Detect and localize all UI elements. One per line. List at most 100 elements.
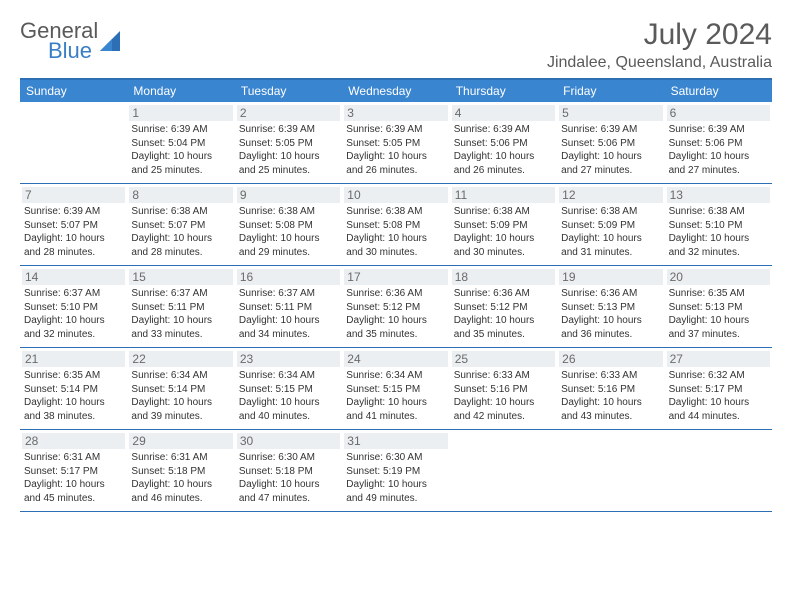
day-number: 18 [452, 269, 555, 285]
day-info: Sunrise: 6:38 AMSunset: 5:10 PMDaylight:… [669, 205, 768, 259]
day-info: Sunrise: 6:30 AMSunset: 5:19 PMDaylight:… [346, 451, 445, 505]
header: General Blue July 2024 Jindalee, Queensl… [20, 18, 772, 72]
day-cell [665, 430, 772, 511]
day-number: 7 [22, 187, 125, 203]
day-info: Sunrise: 6:39 AMSunset: 5:06 PMDaylight:… [561, 123, 660, 177]
day-cell [557, 430, 664, 511]
day-info: Sunrise: 6:33 AMSunset: 5:16 PMDaylight:… [454, 369, 553, 423]
day-number: 23 [237, 351, 340, 367]
day-cell: 2 Sunrise: 6:39 AMSunset: 5:05 PMDaylight… [235, 102, 342, 183]
day-cell [450, 430, 557, 511]
day-number: 24 [344, 351, 447, 367]
weekday-row: SundayMondayTuesdayWednesdayThursdayFrid… [20, 80, 772, 102]
day-info: Sunrise: 6:38 AMSunset: 5:09 PMDaylight:… [454, 205, 553, 259]
day-cell: 13Sunrise: 6:38 AMSunset: 5:10 PMDayligh… [665, 184, 772, 265]
logo-sail-icon [98, 29, 126, 55]
day-cell: 5 Sunrise: 6:39 AMSunset: 5:06 PMDaylight… [557, 102, 664, 183]
day-info: Sunrise: 6:39 AMSunset: 5:05 PMDaylight:… [239, 123, 338, 177]
day-number: 12 [559, 187, 662, 203]
day-info: Sunrise: 6:39 AMSunset: 5:05 PMDaylight:… [346, 123, 445, 177]
day-number: 30 [237, 433, 340, 449]
day-number: 2 [237, 105, 340, 121]
weekday-header: Saturday [665, 80, 772, 102]
day-cell: 17 Sunrise: 6:36 AMSunset: 5:12 PMDayligh… [342, 266, 449, 347]
location: Jindalee, Queensland, Australia [547, 54, 772, 72]
day-info: Sunrise: 6:38 AMSunset: 5:07 PMDaylight:… [131, 205, 230, 259]
day-number: 9 [237, 187, 340, 203]
day-cell [20, 102, 127, 183]
day-cell: 11Sunrise: 6:38 AMSunset: 5:09 PMDayligh… [450, 184, 557, 265]
day-number: 19 [559, 269, 662, 285]
day-info: Sunrise: 6:39 AMSunset: 5:06 PMDaylight:… [669, 123, 768, 177]
day-info: Sunrise: 6:31 AMSunset: 5:18 PMDaylight:… [131, 451, 230, 505]
day-cell: 18 Sunrise: 6:36 AMSunset: 5:12 PMDayligh… [450, 266, 557, 347]
day-info: Sunrise: 6:37 AMSunset: 5:10 PMDaylight:… [24, 287, 123, 341]
title-block: July 2024 Jindalee, Queensland, Australi… [547, 18, 772, 72]
day-cell: 23Sunrise: 6:34 AMSunset: 5:15 PMDayligh… [235, 348, 342, 429]
day-info: Sunrise: 6:31 AMSunset: 5:17 PMDaylight:… [24, 451, 123, 505]
day-number: 17 [344, 269, 447, 285]
day-info: Sunrise: 6:38 AMSunset: 5:08 PMDaylight:… [239, 205, 338, 259]
week-row: 28 Sunrise: 6:31 AMSunset: 5:17 PMDayligh… [20, 430, 772, 512]
day-number: 5 [559, 105, 662, 121]
day-cell: 3Sunrise: 6:39 AMSunset: 5:05 PMDaylight… [342, 102, 449, 183]
day-info: Sunrise: 6:35 AMSunset: 5:13 PMDaylight:… [669, 287, 768, 341]
day-info: Sunrise: 6:38 AMSunset: 5:09 PMDaylight:… [561, 205, 660, 259]
day-cell: 6 Sunrise: 6:39 AMSunset: 5:06 PMDaylight… [665, 102, 772, 183]
day-info: Sunrise: 6:34 AMSunset: 5:15 PMDaylight:… [346, 369, 445, 423]
calendar: SundayMondayTuesdayWednesdayThursdayFrid… [20, 78, 772, 512]
day-cell: 30Sunrise: 6:30 AMSunset: 5:18 PMDayligh… [235, 430, 342, 511]
day-cell: 21 Sunrise: 6:35 AMSunset: 5:14 PMDayligh… [20, 348, 127, 429]
day-info: Sunrise: 6:39 AMSunset: 5:06 PMDaylight:… [454, 123, 553, 177]
day-info: Sunrise: 6:36 AMSunset: 5:12 PMDaylight:… [454, 287, 553, 341]
logo-line2: Blue [48, 38, 98, 64]
day-number: 25 [452, 351, 555, 367]
day-cell: 31 Sunrise: 6:30 AMSunset: 5:19 PMDayligh… [342, 430, 449, 511]
month-title: July 2024 [547, 18, 772, 52]
day-number: 10 [344, 187, 447, 203]
day-cell: 1Sunrise: 6:39 AMSunset: 5:04 PMDaylight… [127, 102, 234, 183]
day-info: Sunrise: 6:37 AMSunset: 5:11 PMDaylight:… [239, 287, 338, 341]
weekday-header: Thursday [450, 80, 557, 102]
day-number: 31 [344, 433, 447, 449]
day-number: 26 [559, 351, 662, 367]
day-cell: 15 Sunrise: 6:37 AMSunset: 5:11 PMDayligh… [127, 266, 234, 347]
day-number: 21 [22, 351, 125, 367]
day-cell: 28 Sunrise: 6:31 AMSunset: 5:17 PMDayligh… [20, 430, 127, 511]
day-cell: 20Sunrise: 6:35 AMSunset: 5:13 PMDayligh… [665, 266, 772, 347]
week-row: 7Sunrise: 6:39 AMSunset: 5:07 PMDaylight… [20, 184, 772, 266]
week-row: 1Sunrise: 6:39 AMSunset: 5:04 PMDaylight… [20, 102, 772, 184]
day-number: 28 [22, 433, 125, 449]
day-number: 6 [667, 105, 770, 121]
day-number: 4 [452, 105, 555, 121]
day-info: Sunrise: 6:37 AMSunset: 5:11 PMDaylight:… [131, 287, 230, 341]
day-cell: 4 Sunrise: 6:39 AMSunset: 5:06 PMDaylight… [450, 102, 557, 183]
day-number: 22 [129, 351, 232, 367]
day-cell: 8 Sunrise: 6:38 AMSunset: 5:07 PMDaylight… [127, 184, 234, 265]
day-cell: 9 Sunrise: 6:38 AMSunset: 5:08 PMDaylight… [235, 184, 342, 265]
day-info: Sunrise: 6:35 AMSunset: 5:14 PMDaylight:… [24, 369, 123, 423]
day-cell: 16 Sunrise: 6:37 AMSunset: 5:11 PMDayligh… [235, 266, 342, 347]
day-cell: 14Sunrise: 6:37 AMSunset: 5:10 PMDayligh… [20, 266, 127, 347]
weekday-header: Tuesday [235, 80, 342, 102]
day-number: 16 [237, 269, 340, 285]
day-number: 27 [667, 351, 770, 367]
weekday-header: Sunday [20, 80, 127, 102]
day-info: Sunrise: 6:36 AMSunset: 5:12 PMDaylight:… [346, 287, 445, 341]
day-cell: 27 Sunrise: 6:32 AMSunset: 5:17 PMDayligh… [665, 348, 772, 429]
day-cell: 29 Sunrise: 6:31 AMSunset: 5:18 PMDayligh… [127, 430, 234, 511]
day-number: 29 [129, 433, 232, 449]
day-info: Sunrise: 6:34 AMSunset: 5:14 PMDaylight:… [131, 369, 230, 423]
day-number: 8 [129, 187, 232, 203]
week-row: 14Sunrise: 6:37 AMSunset: 5:10 PMDayligh… [20, 266, 772, 348]
week-row: 21 Sunrise: 6:35 AMSunset: 5:14 PMDayligh… [20, 348, 772, 430]
day-info: Sunrise: 6:33 AMSunset: 5:16 PMDaylight:… [561, 369, 660, 423]
day-cell: 19 Sunrise: 6:36 AMSunset: 5:13 PMDayligh… [557, 266, 664, 347]
logo: General Blue [20, 18, 126, 64]
day-cell: 10Sunrise: 6:38 AMSunset: 5:08 PMDayligh… [342, 184, 449, 265]
day-number: 15 [129, 269, 232, 285]
day-info: Sunrise: 6:32 AMSunset: 5:17 PMDaylight:… [669, 369, 768, 423]
day-cell: 7Sunrise: 6:39 AMSunset: 5:07 PMDaylight… [20, 184, 127, 265]
weekday-header: Monday [127, 80, 234, 102]
day-info: Sunrise: 6:36 AMSunset: 5:13 PMDaylight:… [561, 287, 660, 341]
